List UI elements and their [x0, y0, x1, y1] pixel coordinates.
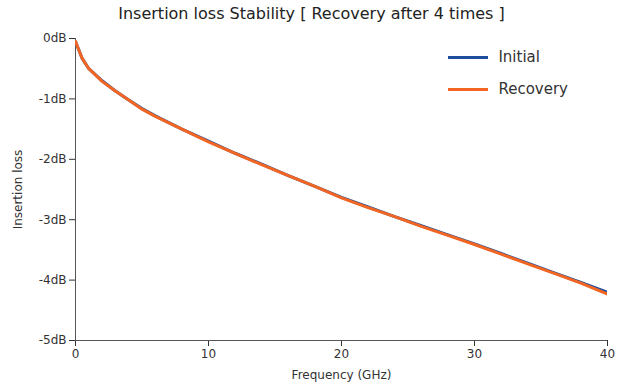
svg-text:-5dB: -5dB — [39, 333, 67, 347]
svg-text:10: 10 — [201, 347, 216, 361]
svg-text:-2dB: -2dB — [39, 152, 67, 166]
svg-text:-1dB: -1dB — [39, 92, 67, 106]
html-text:Recovery: Recovery — [498, 80, 568, 98]
svg-text:Insertion loss: Insertion loss — [11, 150, 25, 230]
svg-text:20: 20 — [334, 347, 349, 361]
svg-text:40: 40 — [600, 347, 615, 361]
html-text:Initial: Initial — [498, 48, 540, 66]
svg-text:0dB: 0dB — [43, 31, 66, 45]
svg-text:Frequency (GHz): Frequency (GHz) — [292, 368, 392, 382]
html-text:Insertion loss Stability [ Rec: Insertion loss Stability [ Recovery afte… — [118, 4, 505, 23]
svg-text:-4dB: -4dB — [39, 273, 67, 287]
svg-text:0: 0 — [72, 347, 80, 361]
svg-text:30: 30 — [467, 347, 482, 361]
svg-text:-3dB: -3dB — [39, 213, 67, 227]
